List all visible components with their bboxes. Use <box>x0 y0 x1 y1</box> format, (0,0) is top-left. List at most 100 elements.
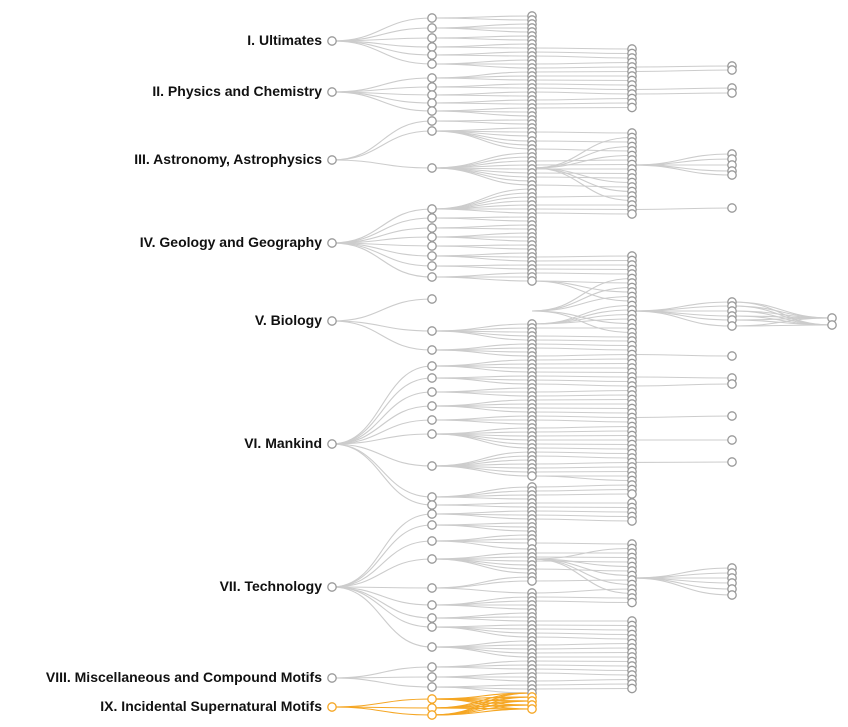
category-label-1[interactable]: I. Ultimates <box>247 32 322 48</box>
node-l1-4-1[interactable] <box>427 213 437 223</box>
node-l4-20[interactable] <box>727 435 737 445</box>
category-label-6[interactable]: VI. Mankind <box>244 435 322 451</box>
node-l2-105[interactable] <box>527 471 537 481</box>
link-hi-2-4 <box>431 708 533 716</box>
node-root-4[interactable] <box>327 238 337 248</box>
node-l1-6-5[interactable] <box>427 429 437 439</box>
node-l1-3-2[interactable] <box>427 163 437 173</box>
link-l2-49 <box>431 208 533 214</box>
node-l1-8-1[interactable] <box>427 672 437 682</box>
link-l4-15 <box>631 310 733 327</box>
node-l1-6-3[interactable] <box>427 401 437 411</box>
node-l1-4-7[interactable] <box>427 272 437 282</box>
node-l1-6-4[interactable] <box>427 415 437 425</box>
node-l1-9-2[interactable] <box>427 710 437 720</box>
node-l4-27[interactable] <box>727 590 737 600</box>
node-l1-4-0[interactable] <box>427 204 437 214</box>
node-l1-3-1[interactable] <box>427 126 437 136</box>
node-l2-66[interactable] <box>527 276 537 286</box>
node-l1-7-3[interactable] <box>427 554 437 564</box>
node-l4-15[interactable] <box>727 321 737 331</box>
node-l1-2-4[interactable] <box>427 106 437 116</box>
node-l1-5-2[interactable] <box>427 345 437 355</box>
node-l3-32[interactable] <box>627 209 637 219</box>
node-l1-7-7[interactable] <box>427 622 437 632</box>
node-l5-1[interactable] <box>827 320 837 330</box>
category-label-5[interactable]: V. Biology <box>255 312 322 328</box>
category-label-9[interactable]: IX. Incidental Supernatural Motifs <box>100 698 322 714</box>
node-l4-21[interactable] <box>727 457 737 467</box>
node-l2-159[interactable] <box>527 704 537 714</box>
node-l1-2-0[interactable] <box>427 73 437 83</box>
node-root-5[interactable] <box>327 316 337 326</box>
link-l3-27 <box>531 167 633 193</box>
node-l1-7-4[interactable] <box>427 583 437 593</box>
node-l4-18[interactable] <box>727 379 737 389</box>
node-l1-1-1[interactable] <box>427 23 437 33</box>
node-l1-5-0[interactable] <box>427 294 437 304</box>
node-l3-13[interactable] <box>627 102 637 113</box>
node-root-2[interactable] <box>327 87 337 97</box>
node-l1-1-4[interactable] <box>427 50 437 60</box>
category-label-7[interactable]: VII. Technology <box>220 578 323 594</box>
node-root-1[interactable] <box>327 36 337 46</box>
link-l3-8 <box>531 83 633 86</box>
link-root-5-2 <box>331 320 433 351</box>
node-l1-1-2[interactable] <box>427 33 437 43</box>
node-l1-2-1[interactable] <box>427 82 437 92</box>
node-root-8[interactable] <box>327 673 337 683</box>
node-l1-6-7[interactable] <box>427 492 437 502</box>
node-l3-86[interactable] <box>627 489 637 499</box>
link-l3-7 <box>531 79 633 82</box>
node-l1-4-2[interactable] <box>427 223 437 233</box>
node-l1-4-4[interactable] <box>427 241 437 251</box>
node-l4-16[interactable] <box>727 351 737 361</box>
node-l1-8-2[interactable] <box>427 682 437 692</box>
node-root-3[interactable] <box>327 155 337 165</box>
node-l4-19[interactable] <box>727 411 737 421</box>
node-root-6[interactable] <box>327 439 337 449</box>
node-l1-6-0[interactable] <box>427 361 437 371</box>
node-l1-6-8[interactable] <box>427 500 437 510</box>
node-l3-121[interactable] <box>627 683 637 694</box>
link-l3-43 <box>531 280 633 302</box>
node-l1-6-6[interactable] <box>427 461 437 471</box>
node-l1-8-0[interactable] <box>427 662 437 672</box>
node-l2-129[interactable] <box>527 576 537 586</box>
node-l4-9[interactable] <box>727 203 737 213</box>
node-root-9[interactable] <box>327 702 337 712</box>
link-l3-21 <box>531 163 633 166</box>
link-root-4-6 <box>331 242 433 267</box>
node-l1-6-1[interactable] <box>427 373 437 383</box>
node-l1-9-0[interactable] <box>427 694 437 704</box>
node-l1-5-1[interactable] <box>427 326 437 336</box>
node-l1-1-3[interactable] <box>427 42 437 52</box>
node-l1-7-2[interactable] <box>427 536 437 546</box>
node-l4-3[interactable] <box>727 88 737 98</box>
node-l1-7-8[interactable] <box>427 642 437 652</box>
node-l1-2-2[interactable] <box>427 90 437 100</box>
link-l3-36 <box>531 268 633 271</box>
node-l1-2-3[interactable] <box>427 98 437 108</box>
node-l3-105[interactable] <box>627 597 637 608</box>
category-label-2[interactable]: II. Physics and Chemistry <box>152 83 322 99</box>
category-label-3[interactable]: III. Astronomy, Astrophysics <box>134 151 322 167</box>
node-root-7[interactable] <box>327 582 337 592</box>
category-label-4[interactable]: IV. Geology and Geography <box>140 234 323 250</box>
node-l1-7-6[interactable] <box>427 613 437 623</box>
node-l1-1-5[interactable] <box>427 59 437 69</box>
node-l4-1[interactable] <box>727 65 737 75</box>
node-l1-7-5[interactable] <box>427 600 437 610</box>
node-l1-7-1[interactable] <box>427 520 437 530</box>
node-l1-3-0[interactable] <box>427 116 437 126</box>
link-l3-1 <box>531 51 633 55</box>
node-l1-4-6[interactable] <box>427 261 437 271</box>
node-l1-4-5[interactable] <box>427 251 437 261</box>
node-l3-91[interactable] <box>627 516 637 526</box>
node-l1-6-2[interactable] <box>427 387 437 397</box>
node-l1-1-0[interactable] <box>427 13 437 23</box>
node-l1-4-3[interactable] <box>427 232 437 242</box>
node-l4-8[interactable] <box>727 170 737 180</box>
category-label-8[interactable]: VIII. Miscellaneous and Compound Motifs <box>46 669 322 685</box>
node-l1-7-0[interactable] <box>427 509 437 519</box>
